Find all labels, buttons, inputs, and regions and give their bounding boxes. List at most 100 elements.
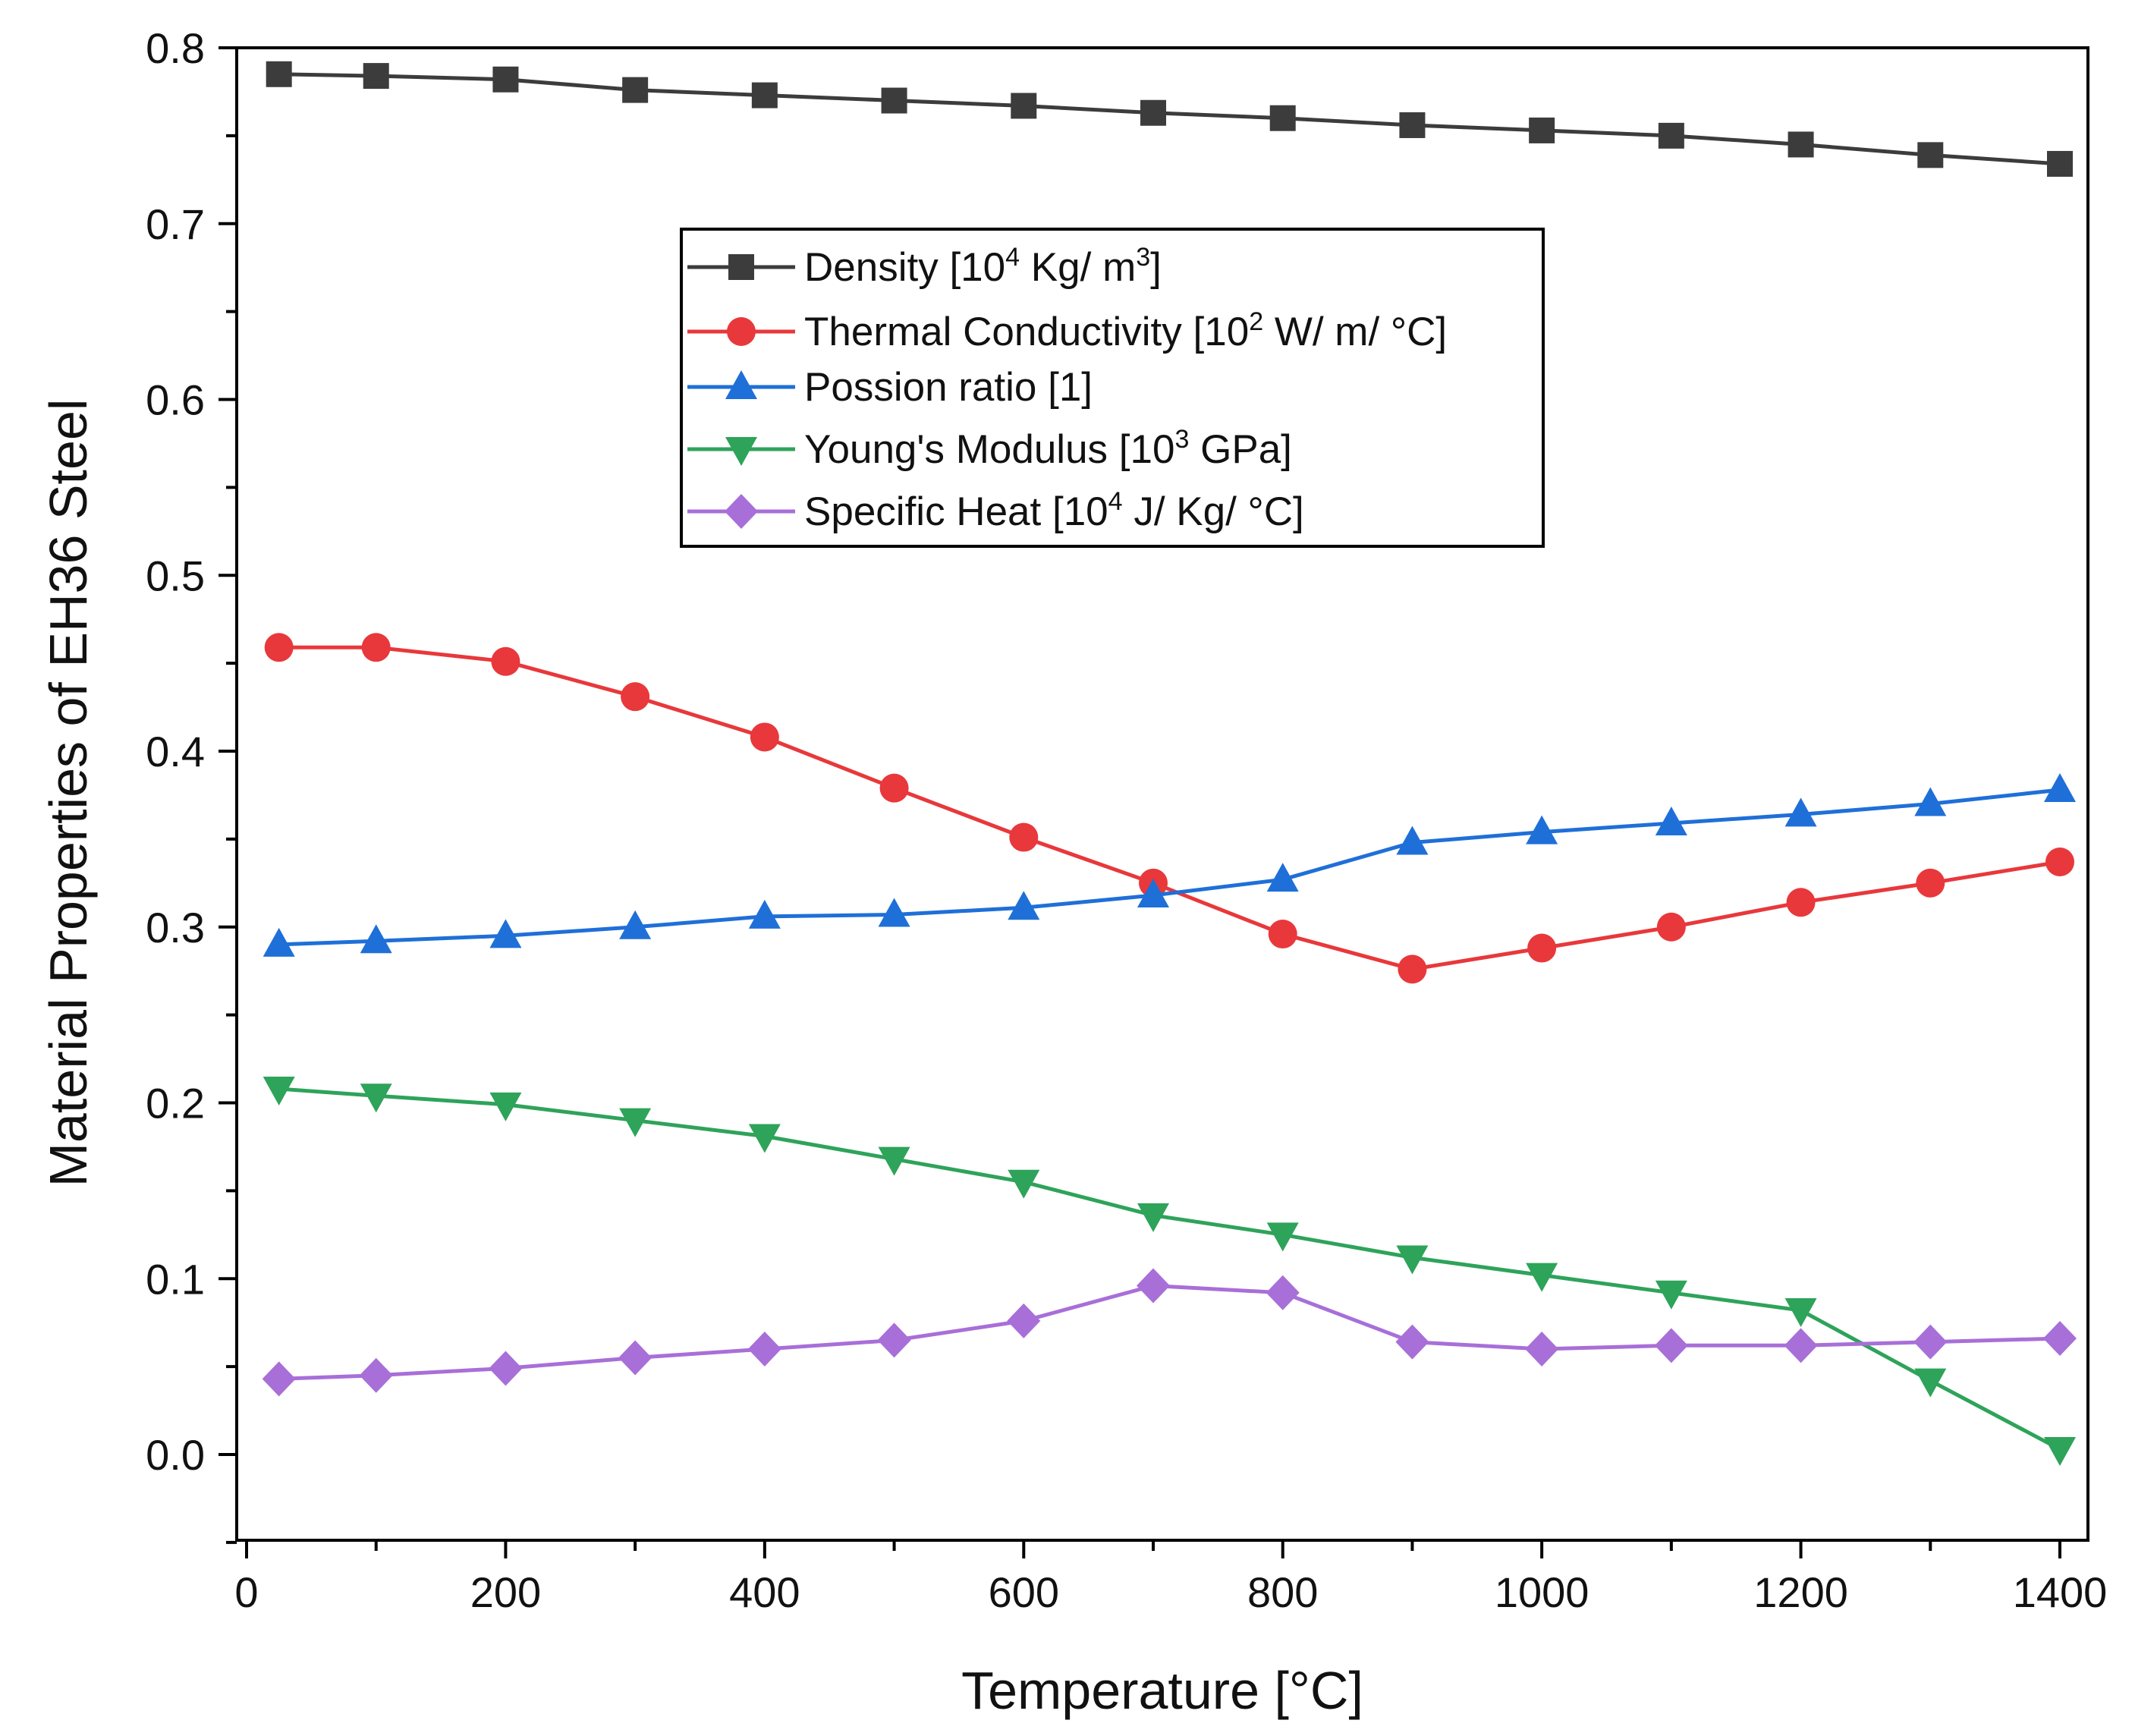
density-point: [751, 82, 778, 108]
series-possion-ratio: [263, 772, 2076, 957]
density-point: [1011, 93, 1037, 119]
density-point: [266, 61, 292, 87]
legend-label-part: Kg/ m: [1020, 245, 1136, 290]
series-layer: [262, 61, 2077, 1467]
legend-label-part: Young's Modulus [10: [804, 427, 1174, 472]
y-tick-label: 0.5: [146, 552, 205, 599]
specific-heat-point: [359, 1357, 393, 1393]
possion-ratio-point: [360, 924, 392, 954]
thermal-conductivity-point: [491, 646, 520, 676]
possion-ratio-point: [2044, 772, 2076, 802]
density-point: [1529, 117, 1555, 143]
x-axis-title: Temperature [°C]: [961, 1661, 1363, 1720]
specific-heat-point: [1784, 1328, 1818, 1363]
legend-label-superscript: 3: [1136, 243, 1150, 272]
thermal-conductivity-point: [1786, 888, 1816, 917]
y-tick-label: 0.2: [146, 1080, 205, 1127]
density-point: [1399, 112, 1426, 138]
thermal-conductivity-point: [2045, 848, 2074, 877]
specific-heat-point: [1654, 1328, 1688, 1363]
thermal-conductivity-point: [1656, 912, 1686, 942]
specific-heat-point: [1266, 1275, 1300, 1310]
thermal-conductivity-point: [750, 722, 779, 752]
young-s-modulus-point: [1008, 1169, 1040, 1199]
possion-ratio-point: [1784, 797, 1817, 827]
thermal-conductivity-line: [278, 645, 2061, 971]
possion-ratio-point: [1526, 815, 1558, 844]
x-tick-label: 1000: [1495, 1568, 1589, 1616]
y-axis-title: Material Properties of EH36 Steel: [39, 399, 98, 1187]
possion-ratio-point: [748, 899, 781, 929]
specific-heat-point: [1395, 1324, 1429, 1360]
legend-label-superscript: 2: [1249, 307, 1263, 336]
density-point: [1658, 122, 1684, 149]
legend-label-superscript: 4: [1005, 243, 1020, 272]
specific-heat-point: [877, 1322, 911, 1358]
legend-label-superscript: 3: [1174, 425, 1189, 454]
possion-ratio-point: [1008, 891, 1040, 920]
possion-ratio-point: [1655, 807, 1687, 836]
legend-label-part: ]: [1150, 245, 1162, 290]
young-s-modulus-point: [263, 1076, 295, 1105]
thermal-conductivity-point: [1268, 920, 1297, 949]
legend-label-part: Thermal Conductivity [10: [804, 310, 1249, 354]
legend-label: Young's Modulus [103 GPa]: [804, 425, 1292, 472]
legend-label-part: J/ Kg/ °C]: [1123, 489, 1304, 534]
young-s-modulus-point: [1784, 1297, 1817, 1327]
axes: 0 200 400 600 800 1000 1200 1400 0.0 0.1 0.2 0.3 0.4…: [146, 24, 2107, 1616]
legend-label-part: GPa]: [1189, 427, 1292, 472]
young-s-modulus-point: [1655, 1280, 1687, 1310]
young-s-modulus-point: [360, 1083, 392, 1113]
legend-label: Specific Heat [104 J/ Kg/ °C]: [804, 487, 1304, 534]
density-point: [1917, 142, 1944, 168]
density-point: [492, 66, 519, 93]
legend-label-part: Possion ratio [1]: [804, 365, 1093, 410]
density-point: [2047, 150, 2073, 177]
young-s-modulus-point: [2044, 1437, 2076, 1467]
possion-ratio-point: [1396, 826, 1429, 855]
legend-label-part: Density [10: [804, 245, 1005, 290]
young-s-modulus-point: [1914, 1368, 1947, 1398]
y-tick-label: 0.7: [146, 200, 205, 248]
young-s-modulus-point: [619, 1108, 652, 1137]
y-tick-label: 0.0: [146, 1431, 205, 1479]
young-s-modulus-line: [278, 1087, 2061, 1451]
possion-ratio-point: [1914, 787, 1947, 816]
young-s-modulus-point: [1396, 1245, 1429, 1275]
x-tick-label: 0: [234, 1568, 258, 1616]
y-tick-label: 0.4: [146, 728, 205, 775]
legend-swatch-marker: [727, 317, 756, 346]
y-tick-label: 0.8: [146, 24, 205, 72]
thermal-conductivity-point: [1009, 822, 1039, 852]
specific-heat-point: [262, 1361, 296, 1397]
y-tick-label: 0.1: [146, 1255, 205, 1303]
thermal-conductivity-point: [264, 633, 294, 662]
specific-heat-point: [1913, 1324, 1948, 1360]
density-point: [622, 77, 649, 103]
x-tick-label: 1200: [1753, 1568, 1848, 1616]
young-s-modulus-point: [1137, 1203, 1169, 1232]
thermal-conductivity-point: [621, 682, 650, 712]
young-s-modulus-point: [878, 1146, 910, 1176]
plot-frame: [235, 46, 2089, 1542]
legend-label-part: Specific Heat [10: [804, 489, 1108, 534]
series-young-s-modulus: [263, 1076, 2076, 1467]
specific-heat-point: [2043, 1321, 2077, 1357]
density-point: [1788, 131, 1814, 158]
possion-ratio-point: [619, 910, 652, 939]
possion-ratio-point: [878, 898, 910, 927]
density-point: [1269, 105, 1296, 131]
thermal-conductivity-point: [1527, 933, 1557, 963]
legend-label: Possion ratio [1]: [804, 365, 1093, 410]
possion-ratio-point: [489, 919, 522, 948]
density-point: [363, 63, 389, 90]
legend-item-possion-ratio: Possion ratio [1]: [687, 365, 1093, 410]
legend-item-thermal-conductivity: Thermal Conductivity [102 W/ m/ °C]: [687, 307, 1447, 354]
legend-label: Density [104 Kg/ m3]: [804, 243, 1162, 290]
thermal-conductivity-point: [1916, 868, 1945, 898]
possion-ratio-point: [263, 927, 295, 957]
thermal-conductivity-point: [1398, 954, 1427, 984]
legend-item-density: Density [104 Kg/ m3]: [687, 243, 1162, 290]
specific-heat-point: [1007, 1303, 1041, 1338]
